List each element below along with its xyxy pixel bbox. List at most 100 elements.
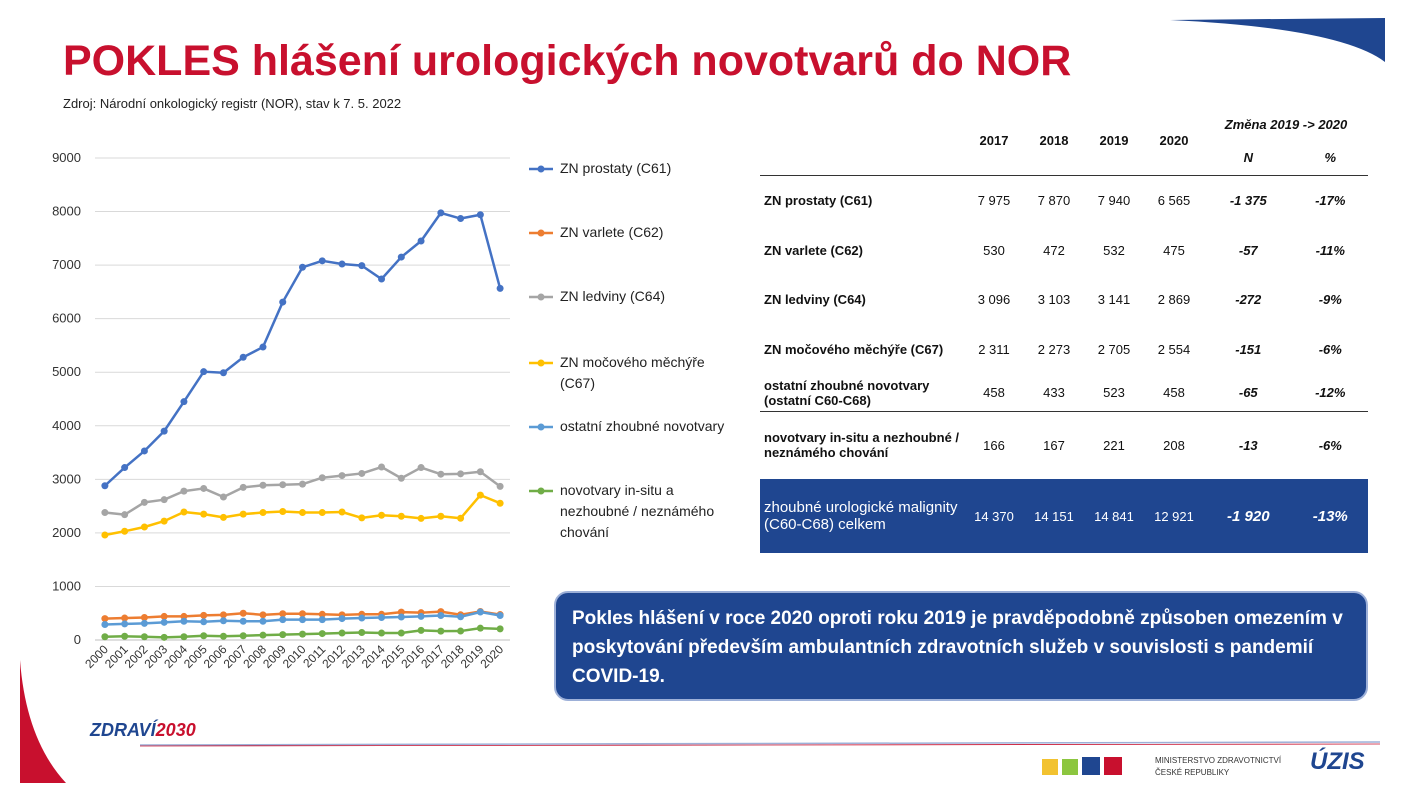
- legend-swatch: [529, 165, 553, 173]
- table-cell: 3 096: [977, 291, 1011, 307]
- legend-swatch-marker: [537, 423, 545, 431]
- data-point: [180, 612, 188, 620]
- table-cell: 2 705: [1097, 341, 1131, 357]
- data-point: [457, 627, 465, 635]
- table-row: ZN varlete (C62) 530 472 532 475 -57 -11%: [760, 225, 1368, 275]
- data-point: [338, 472, 346, 480]
- table-cell: 523: [1103, 385, 1125, 401]
- legend-label: ZN močového měchýře (C67): [560, 354, 705, 391]
- data-point: [140, 498, 148, 506]
- table-header-row: 2017 2018 2019 2020 Změna 2019 -> 2020: [760, 107, 1368, 149]
- data-point: [299, 616, 306, 624]
- data-point: [397, 474, 405, 482]
- table-cell-change-pct: -12%: [1315, 385, 1346, 401]
- table-row: ZN ledviny (C64) 3 096 3 103 3 141 2 869 -272…: [760, 275, 1368, 323]
- data-point: [101, 482, 109, 490]
- legend-swatch: [529, 487, 553, 495]
- data-point: [417, 626, 425, 634]
- data-point: [160, 427, 168, 435]
- y-tick-label: 1000: [52, 578, 81, 593]
- table-header-change: Změna 2019 -> 2020: [1224, 116, 1348, 132]
- table-cell: 2 311: [978, 341, 1010, 357]
- y-tick-label: 5000: [52, 364, 81, 379]
- data-point: [140, 633, 148, 641]
- corner-swoosh-top: [1170, 18, 1385, 62]
- y-tick-label: 3000: [52, 471, 81, 486]
- legend-label: novotvary in-situ a nezhoubné / neznáméh…: [560, 482, 715, 540]
- data-point: [318, 257, 326, 265]
- data-point: [279, 616, 287, 624]
- data-point: [457, 613, 465, 621]
- data-point: [338, 260, 346, 268]
- table-cell-change-pct: -17%: [1315, 192, 1346, 208]
- data-point: [121, 614, 129, 622]
- data-point: [417, 237, 425, 245]
- data-point: [378, 629, 386, 637]
- data-point: [219, 513, 227, 521]
- data-point: [397, 613, 405, 621]
- data-point: [259, 343, 267, 351]
- uzis-logo: ÚZIS: [1310, 748, 1365, 775]
- source-note: Zdroj: Národní onkologický registr (NOR)…: [63, 96, 402, 111]
- data-point: [457, 514, 465, 522]
- legend-swatch-marker: [537, 487, 545, 495]
- data-point: [358, 262, 366, 270]
- table-total-cell: 14 370: [974, 508, 1014, 524]
- table-row: ostatní zhoubné novotvary (ostatní C60-C…: [760, 375, 1368, 411]
- logo-red: [1104, 757, 1122, 775]
- table-header-year: 2020: [1159, 133, 1189, 149]
- legend-swatch: [529, 359, 553, 367]
- table-cell-change-n: -65: [1238, 385, 1258, 401]
- table-cell: 475: [1163, 242, 1185, 258]
- data-point: [397, 608, 405, 616]
- data-point: [121, 620, 129, 628]
- data-point: [200, 632, 208, 640]
- x-tick-label: 2020: [477, 642, 506, 671]
- data-point: [219, 611, 227, 619]
- data-point: [180, 617, 188, 625]
- data-point: [180, 633, 188, 641]
- legend-swatch: [529, 293, 553, 301]
- data-point: [219, 493, 227, 501]
- legend-swatch-marker: [537, 293, 545, 301]
- table-cell: 167: [1043, 437, 1065, 453]
- table-cell: 7 975: [977, 192, 1011, 208]
- data-point: [417, 612, 425, 620]
- table-cell-change-pct: -6%: [1318, 437, 1342, 453]
- data-point: [358, 469, 366, 477]
- logo-yellow: [1042, 759, 1058, 775]
- y-tick-label: 6000: [52, 311, 81, 326]
- table-row-label: ZN varlete (C62): [764, 242, 863, 258]
- table-header-year: 2017: [979, 133, 1009, 149]
- data-point: [259, 617, 267, 625]
- data-point: [437, 209, 445, 217]
- table-cell: 458: [1163, 385, 1185, 401]
- data-point: [338, 615, 346, 623]
- y-tick-label: 2000: [52, 525, 81, 540]
- data-point: [239, 632, 247, 640]
- data-point: [318, 630, 326, 638]
- data-point: [378, 511, 386, 519]
- data-point: [219, 632, 227, 640]
- y-tick-label: 8000: [52, 204, 81, 219]
- data-point: [299, 480, 306, 488]
- footer-line-red: [139, 743, 1381, 747]
- legend-label: ZN prostaty (C61): [560, 160, 672, 176]
- data-point: [476, 491, 484, 499]
- table-row: ZN močového měchýře (C67) 2 311 2 273 2 705…: [760, 323, 1368, 375]
- table-cell-change-pct: -11%: [1315, 242, 1345, 258]
- data-point: [299, 630, 306, 638]
- table-cell: 208: [1163, 437, 1185, 453]
- y-tick-label: 0: [74, 632, 81, 647]
- table-row-label: ZN ledviny (C64): [764, 291, 866, 307]
- table-cell: 530: [983, 242, 1005, 258]
- data-point: [121, 511, 129, 519]
- data-point: [338, 629, 346, 637]
- table-cell: 166: [983, 437, 1005, 453]
- data-point: [397, 629, 405, 637]
- data-point: [160, 618, 168, 626]
- table-cell: 2 869: [1157, 291, 1191, 307]
- table-row-label: novotvary in-situ a nezhoubné / neznáméh…: [764, 430, 960, 461]
- data-point: [200, 618, 208, 626]
